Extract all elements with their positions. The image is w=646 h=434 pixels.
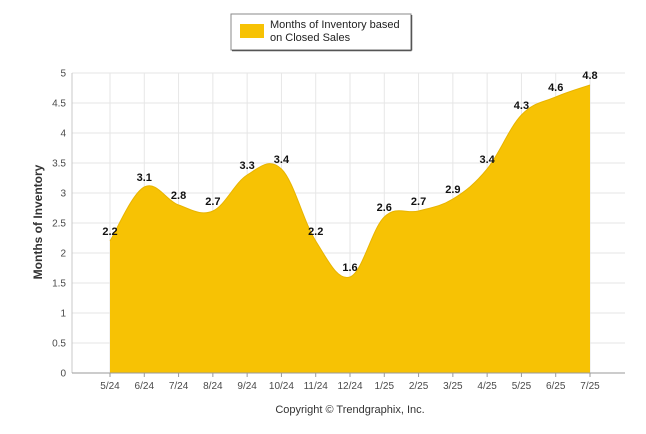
y-tick-labels: 0 0.5 1 1.5 2 2.5 3 3.5 4 4.5 5 <box>52 69 66 380</box>
data-label: 4.3 <box>514 100 529 112</box>
data-label: 3.4 <box>274 154 290 166</box>
axes <box>71 73 625 374</box>
copyright-text: Copyright © Trendgraphix, Inc. <box>275 404 424 416</box>
series-line <box>109 84 591 278</box>
data-label: 2.7 <box>205 196 220 208</box>
x-tick-labels: 5/24 6/24 7/24 8/24 9/24 10/24 11/24 12/24 1/25 2… <box>100 373 600 392</box>
data-label: 4.6 <box>548 82 563 94</box>
y-tick-label: 4.5 <box>52 99 66 110</box>
legend-text-line1: Months of Inventory based <box>270 19 400 31</box>
y-tick-label: 5 <box>60 69 66 80</box>
x-tick-label: 7/25 <box>580 381 600 392</box>
y-tick-label: 2 <box>60 249 66 260</box>
data-label: 2.2 <box>102 226 117 238</box>
x-tick-label: 2/25 <box>409 381 429 392</box>
y-tick-label: 0.5 <box>52 339 66 350</box>
data-label: 1.6 <box>342 262 357 274</box>
data-labels: 2.2 3.1 2.8 2.7 3.3 3.4 2.2 1.6 2.6 2.7 2.9 3.4 4.3 4… <box>102 70 597 274</box>
x-tick-label: 6/25 <box>546 381 566 392</box>
legend-text-line2: on Closed Sales <box>270 32 351 44</box>
y-tick-label: 1 <box>60 309 66 320</box>
x-tick-label: 10/24 <box>269 381 294 392</box>
x-tick-label: 8/24 <box>203 381 223 392</box>
y-axis-label: Months of Inventory <box>31 164 45 279</box>
x-tick-label: 6/24 <box>135 381 155 392</box>
legend-swatch <box>240 24 264 38</box>
x-tick-label: 7/24 <box>169 381 189 392</box>
x-tick-label: 9/24 <box>237 381 257 392</box>
legend: Months of Inventory based on Closed Sale… <box>230 13 413 52</box>
x-tick-label: 1/25 <box>375 381 395 392</box>
x-tick-label: 12/24 <box>337 381 362 392</box>
y-tick-label: 3.5 <box>52 159 66 170</box>
data-label: 2.9 <box>445 184 460 196</box>
data-label: 3.3 <box>239 160 254 172</box>
y-tick-label: 2.5 <box>52 219 66 230</box>
data-label: 4.8 <box>582 70 597 82</box>
y-tick-label: 1.5 <box>52 279 66 290</box>
x-tick-label: 5/25 <box>512 381 532 392</box>
y-tick-label: 3 <box>60 189 66 200</box>
y-tick-label: 0 <box>60 369 66 380</box>
data-label: 2.2 <box>308 226 323 238</box>
data-label: 2.7 <box>411 196 426 208</box>
x-tick-label: 5/24 <box>100 381 120 392</box>
data-label: 3.1 <box>137 172 152 184</box>
data-label: 2.8 <box>171 190 186 202</box>
x-tick-label: 4/25 <box>477 381 497 392</box>
y-tick-label: 4 <box>60 129 66 140</box>
data-label: 2.6 <box>377 202 392 214</box>
series-area <box>109 84 591 373</box>
x-tick-label: 3/25 <box>443 381 463 392</box>
series-area-fill <box>110 85 590 373</box>
data-label: 3.4 <box>479 154 495 166</box>
x-tick-label: 11/24 <box>304 381 329 392</box>
